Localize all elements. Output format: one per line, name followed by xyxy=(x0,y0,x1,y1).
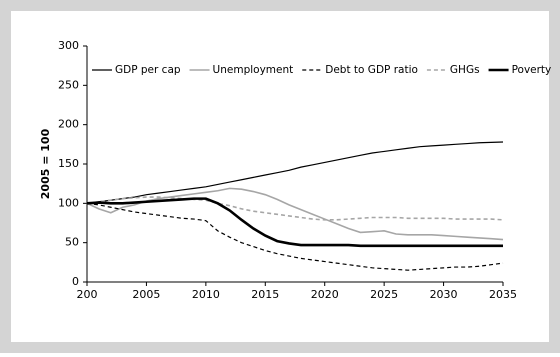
y-tick-label: 300 xyxy=(58,39,79,52)
y-axis-label: 2005 = 100 xyxy=(39,128,52,199)
legend-label: Poverty xyxy=(512,64,552,76)
y-tick-label: 150 xyxy=(58,157,79,170)
legend-label: GHGs xyxy=(450,64,480,76)
y-tick-label: 50 xyxy=(65,236,79,249)
legend-label: Debt to GDP ratio xyxy=(325,64,418,76)
series-line xyxy=(86,197,503,248)
panel xyxy=(11,11,549,342)
x-tick-label: 2010 xyxy=(192,288,220,301)
x-tick-label: 2035 xyxy=(489,288,517,301)
x-tick-label: 2015 xyxy=(251,288,279,301)
y-tick-label: 0 xyxy=(72,275,79,288)
series-line xyxy=(86,202,504,271)
legend-label: GDP per cap xyxy=(115,64,181,76)
x-tick-label: 2020 xyxy=(311,288,339,301)
x-tick-label: 2025 xyxy=(370,288,398,301)
series-line xyxy=(86,196,504,221)
series-line xyxy=(86,141,504,204)
x-tick-label: 2030 xyxy=(430,288,458,301)
x-tick-label: 2005 xyxy=(132,288,160,301)
y-tick-label: 200 xyxy=(58,118,79,131)
legend-label: Unemployment xyxy=(213,64,294,76)
series-line xyxy=(86,187,504,241)
x-tick-label: 200 xyxy=(77,288,98,301)
y-tick-label: 250 xyxy=(58,78,79,91)
y-tick-label: 100 xyxy=(58,196,79,209)
